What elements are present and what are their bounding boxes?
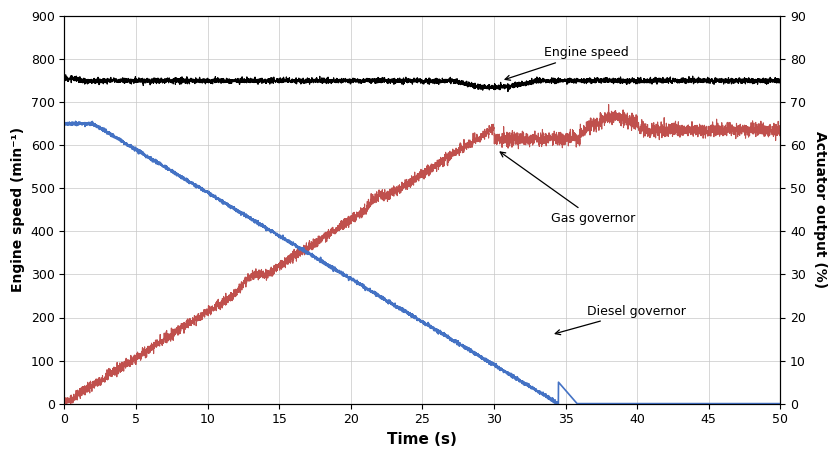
Text: Engine speed: Engine speed bbox=[505, 46, 628, 80]
X-axis label: Time (s): Time (s) bbox=[387, 432, 458, 447]
Text: Diesel governor: Diesel governor bbox=[556, 305, 686, 335]
Text: Gas governor: Gas governor bbox=[500, 152, 635, 225]
Y-axis label: Engine speed (min⁻¹): Engine speed (min⁻¹) bbox=[11, 127, 25, 292]
Y-axis label: Actuator output (%): Actuator output (%) bbox=[813, 131, 827, 289]
